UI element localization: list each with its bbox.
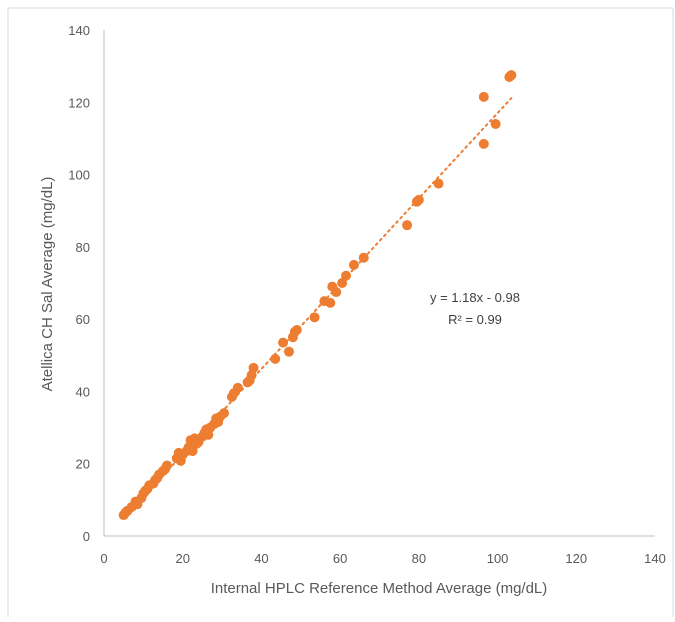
x-tick-label: 120 bbox=[565, 551, 587, 566]
x-tick-label: 20 bbox=[175, 551, 189, 566]
data-point bbox=[478, 91, 489, 102]
data-point bbox=[348, 259, 359, 270]
data-point bbox=[358, 252, 369, 263]
y-tick-label: 80 bbox=[76, 240, 90, 255]
trendline-r-squared: R² = 0.99 bbox=[448, 312, 502, 327]
data-point bbox=[341, 270, 352, 281]
y-tick-label: 120 bbox=[68, 95, 90, 110]
y-tick-label: 40 bbox=[76, 384, 90, 399]
data-point bbox=[309, 312, 320, 323]
data-point bbox=[433, 178, 444, 189]
y-tick-label: 20 bbox=[76, 457, 90, 472]
data-point bbox=[219, 408, 230, 419]
data-points bbox=[118, 70, 517, 521]
data-point bbox=[278, 337, 289, 348]
data-point bbox=[248, 362, 259, 373]
data-point bbox=[331, 287, 342, 298]
data-point bbox=[490, 118, 501, 129]
data-point bbox=[232, 382, 243, 393]
x-tick-label: 100 bbox=[487, 551, 509, 566]
data-point bbox=[506, 70, 517, 81]
data-point bbox=[402, 220, 413, 231]
data-point bbox=[270, 353, 281, 364]
y-axis-ticks: 0 20 40 60 80 100 120 140 bbox=[68, 23, 90, 544]
x-axis-ticks: 0 20 40 60 80 100 120 140 bbox=[100, 551, 665, 566]
data-point bbox=[325, 297, 336, 308]
x-axis-title: Internal HPLC Reference Method Average (… bbox=[211, 580, 548, 597]
data-point bbox=[413, 194, 424, 205]
data-point bbox=[283, 346, 294, 357]
data-point bbox=[478, 138, 489, 149]
y-tick-label: 100 bbox=[68, 168, 90, 183]
data-point bbox=[161, 460, 172, 471]
y-tick-label: 0 bbox=[83, 529, 90, 544]
data-point bbox=[291, 324, 302, 335]
x-tick-label: 140 bbox=[644, 551, 666, 566]
x-tick-label: 60 bbox=[333, 551, 347, 566]
y-tick-label: 140 bbox=[68, 23, 90, 38]
x-tick-label: 40 bbox=[254, 551, 268, 566]
trendline-equation: y = 1.18x - 0.98 bbox=[430, 290, 520, 305]
y-tick-label: 60 bbox=[76, 312, 90, 327]
x-tick-label: 0 bbox=[100, 551, 107, 566]
x-tick-label: 80 bbox=[412, 551, 426, 566]
y-axis-title: Atellica CH Sal Average (mg/dL) bbox=[39, 177, 56, 392]
